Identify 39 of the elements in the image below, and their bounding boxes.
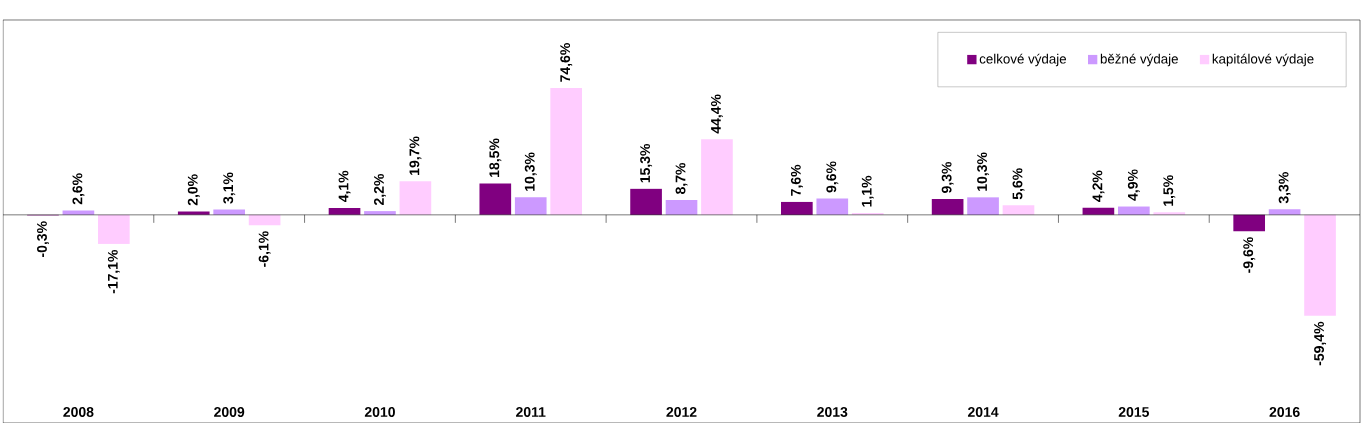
x-tick-label: 2012 (666, 407, 697, 417)
data-label: 1,5% (1163, 175, 1176, 206)
x-tick-label: 2015 (1118, 407, 1149, 417)
data-label: -17,1% (107, 249, 120, 294)
data-label: -9,6% (1243, 237, 1256, 273)
data-label: 2,6% (72, 173, 85, 205)
data-label: 18,5% (489, 138, 502, 177)
data-label: 15,3% (640, 143, 653, 183)
data-label: 1,1% (861, 175, 874, 207)
x-tick-label: 2011 (516, 407, 546, 417)
legend-label: kapitálové výdaje (1212, 53, 1314, 67)
data-label: 3,1% (223, 172, 236, 204)
data-label: 4,2% (1092, 170, 1105, 202)
x-tick-label: 2010 (364, 407, 395, 417)
legend-label: celkové výdaje (979, 53, 1067, 67)
data-label: 3,3% (1278, 172, 1291, 204)
data-label: 7,6% (790, 164, 803, 196)
data-label: 44,4% (711, 94, 723, 134)
x-tick-label: 2013 (817, 407, 848, 417)
data-label: 4,1% (338, 170, 351, 203)
data-label: -6,1% (258, 231, 271, 267)
data-label: 9,3% (941, 161, 954, 193)
legend-label: běžné výdaje (1100, 53, 1178, 67)
x-tick-label: 2014 (967, 407, 999, 417)
x-tick-label: 2016 (1269, 407, 1300, 417)
data-label: 9,6% (826, 161, 839, 193)
data-label: -0,3% (37, 221, 49, 257)
data-label: 10,3% (977, 152, 990, 191)
data-label: 10,3% (524, 152, 537, 191)
data-label: 8,7% (675, 162, 688, 195)
x-tick-label: 2008 (63, 407, 94, 417)
data-label: 5,6% (1012, 168, 1025, 200)
data-label: 19,7% (409, 136, 422, 175)
data-label: -59,4% (1314, 321, 1327, 366)
data-label: 2,2% (374, 173, 386, 206)
data-label: 4,9% (1127, 169, 1140, 201)
x-tick-label: 2009 (214, 407, 245, 417)
data-label: 74,6% (560, 43, 573, 82)
data-label: 2,0% (187, 174, 200, 206)
